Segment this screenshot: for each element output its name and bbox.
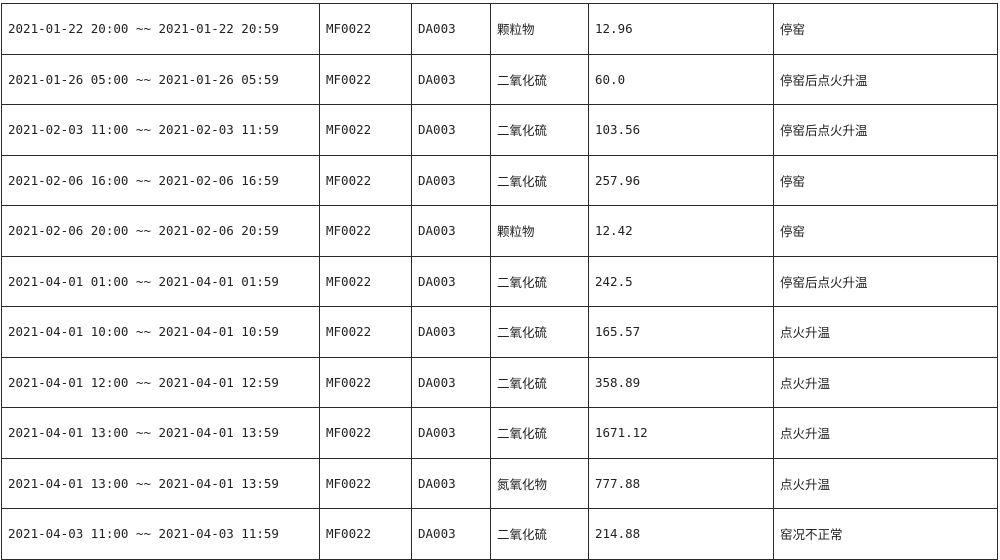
value-cell: 1671.12 — [588, 407, 774, 459]
status-cell: 停窑 — [773, 154, 998, 206]
site-code-cell: MF0022 — [319, 407, 412, 459]
table-row: 2021-04-01 01:00 ~~ 2021-04-01 01:59 MF00… — [1, 255, 998, 307]
status-cell: 窑况不正常 — [773, 508, 998, 560]
value-cell: 242.5 — [588, 255, 774, 307]
value-cell: 214.88 — [588, 508, 774, 560]
outlet-code-cell: DA003 — [411, 104, 491, 156]
status-cell: 点火升温 — [773, 306, 998, 358]
table-row: 2021-04-01 10:00 ~~ 2021-04-01 10:59 MF00… — [1, 306, 998, 358]
time-period-cell: 2021-04-01 10:00 ~~ 2021-04-01 10:59 — [1, 306, 320, 358]
pollutant-cell: 二氧化硫 — [490, 53, 589, 105]
time-period-cell: 2021-04-01 12:00 ~~ 2021-04-01 12:59 — [1, 356, 320, 408]
pollutant-cell: 二氧化硫 — [490, 508, 589, 560]
site-code-cell: MF0022 — [319, 255, 412, 307]
time-period-cell: 2021-01-26 05:00 ~~ 2021-01-26 05:59 — [1, 53, 320, 105]
pollutant-cell: 二氧化硫 — [490, 104, 589, 156]
time-period-cell: 2021-04-01 01:00 ~~ 2021-04-01 01:59 — [1, 255, 320, 307]
table-row: 2021-01-26 05:00 ~~ 2021-01-26 05:59 MF00… — [1, 53, 998, 105]
site-code-cell: MF0022 — [319, 53, 412, 105]
table-row: 2021-01-22 20:00 ~~ 2021-01-22 20:59 MF00… — [1, 3, 998, 55]
status-cell: 点火升温 — [773, 457, 998, 509]
time-period-cell: 2021-02-06 20:00 ~~ 2021-02-06 20:59 — [1, 205, 320, 257]
site-code-cell: MF0022 — [319, 508, 412, 560]
outlet-code-cell: DA003 — [411, 255, 491, 307]
site-code-cell: MF0022 — [319, 356, 412, 408]
site-code-cell: MF0022 — [319, 205, 412, 257]
emission-records-table: 2021-01-22 20:00 ~~ 2021-01-22 20:59 MF00… — [1, 3, 998, 560]
outlet-code-cell: DA003 — [411, 3, 491, 55]
table-row: 2021-04-01 12:00 ~~ 2021-04-01 12:59 MF00… — [1, 356, 998, 408]
time-period-cell: 2021-04-01 13:00 ~~ 2021-04-01 13:59 — [1, 457, 320, 509]
table-row: 2021-04-01 13:00 ~~ 2021-04-01 13:59 MF00… — [1, 407, 998, 459]
time-period-cell: 2021-04-03 11:00 ~~ 2021-04-03 11:59 — [1, 508, 320, 560]
table-row: 2021-04-01 13:00 ~~ 2021-04-01 13:59 MF00… — [1, 457, 998, 509]
value-cell: 12.42 — [588, 205, 774, 257]
status-cell: 点火升温 — [773, 407, 998, 459]
value-cell: 257.96 — [588, 154, 774, 206]
pollutant-cell: 氮氧化物 — [490, 457, 589, 509]
table-row: 2021-02-06 20:00 ~~ 2021-02-06 20:59 MF00… — [1, 205, 998, 257]
outlet-code-cell: DA003 — [411, 356, 491, 408]
outlet-code-cell: DA003 — [411, 407, 491, 459]
pollutant-cell: 二氧化硫 — [490, 255, 589, 307]
table-row: 2021-02-03 11:00 ~~ 2021-02-03 11:59 MF00… — [1, 104, 998, 156]
value-cell: 12.96 — [588, 3, 774, 55]
time-period-cell: 2021-02-06 16:00 ~~ 2021-02-06 16:59 — [1, 154, 320, 206]
table-body: 2021-01-22 20:00 ~~ 2021-01-22 20:59 MF00… — [1, 3, 998, 560]
pollutant-cell: 二氧化硫 — [490, 154, 589, 206]
status-cell: 停窑后点火升温 — [773, 104, 998, 156]
value-cell: 777.88 — [588, 457, 774, 509]
value-cell: 358.89 — [588, 356, 774, 408]
pollutant-cell: 二氧化硫 — [490, 306, 589, 358]
value-cell: 103.56 — [588, 104, 774, 156]
time-period-cell: 2021-02-03 11:00 ~~ 2021-02-03 11:59 — [1, 104, 320, 156]
site-code-cell: MF0022 — [319, 154, 412, 206]
outlet-code-cell: DA003 — [411, 154, 491, 206]
value-cell: 165.57 — [588, 306, 774, 358]
time-period-cell: 2021-04-01 13:00 ~~ 2021-04-01 13:59 — [1, 407, 320, 459]
pollutant-cell: 颗粒物 — [490, 3, 589, 55]
time-period-cell: 2021-01-22 20:00 ~~ 2021-01-22 20:59 — [1, 3, 320, 55]
site-code-cell: MF0022 — [319, 306, 412, 358]
table-row: 2021-04-03 11:00 ~~ 2021-04-03 11:59 MF00… — [1, 508, 998, 560]
status-cell: 停窑后点火升温 — [773, 255, 998, 307]
outlet-code-cell: DA003 — [411, 53, 491, 105]
outlet-code-cell: DA003 — [411, 508, 491, 560]
outlet-code-cell: DA003 — [411, 457, 491, 509]
outlet-code-cell: DA003 — [411, 306, 491, 358]
status-cell: 停窑 — [773, 205, 998, 257]
site-code-cell: MF0022 — [319, 457, 412, 509]
site-code-cell: MF0022 — [319, 104, 412, 156]
value-cell: 60.0 — [588, 53, 774, 105]
pollutant-cell: 二氧化硫 — [490, 356, 589, 408]
pollutant-cell: 二氧化硫 — [490, 407, 589, 459]
status-cell: 点火升温 — [773, 356, 998, 408]
site-code-cell: MF0022 — [319, 3, 412, 55]
status-cell: 停窑后点火升温 — [773, 53, 998, 105]
table-row: 2021-02-06 16:00 ~~ 2021-02-06 16:59 MF00… — [1, 154, 998, 206]
status-cell: 停窑 — [773, 3, 998, 55]
pollutant-cell: 颗粒物 — [490, 205, 589, 257]
outlet-code-cell: DA003 — [411, 205, 491, 257]
